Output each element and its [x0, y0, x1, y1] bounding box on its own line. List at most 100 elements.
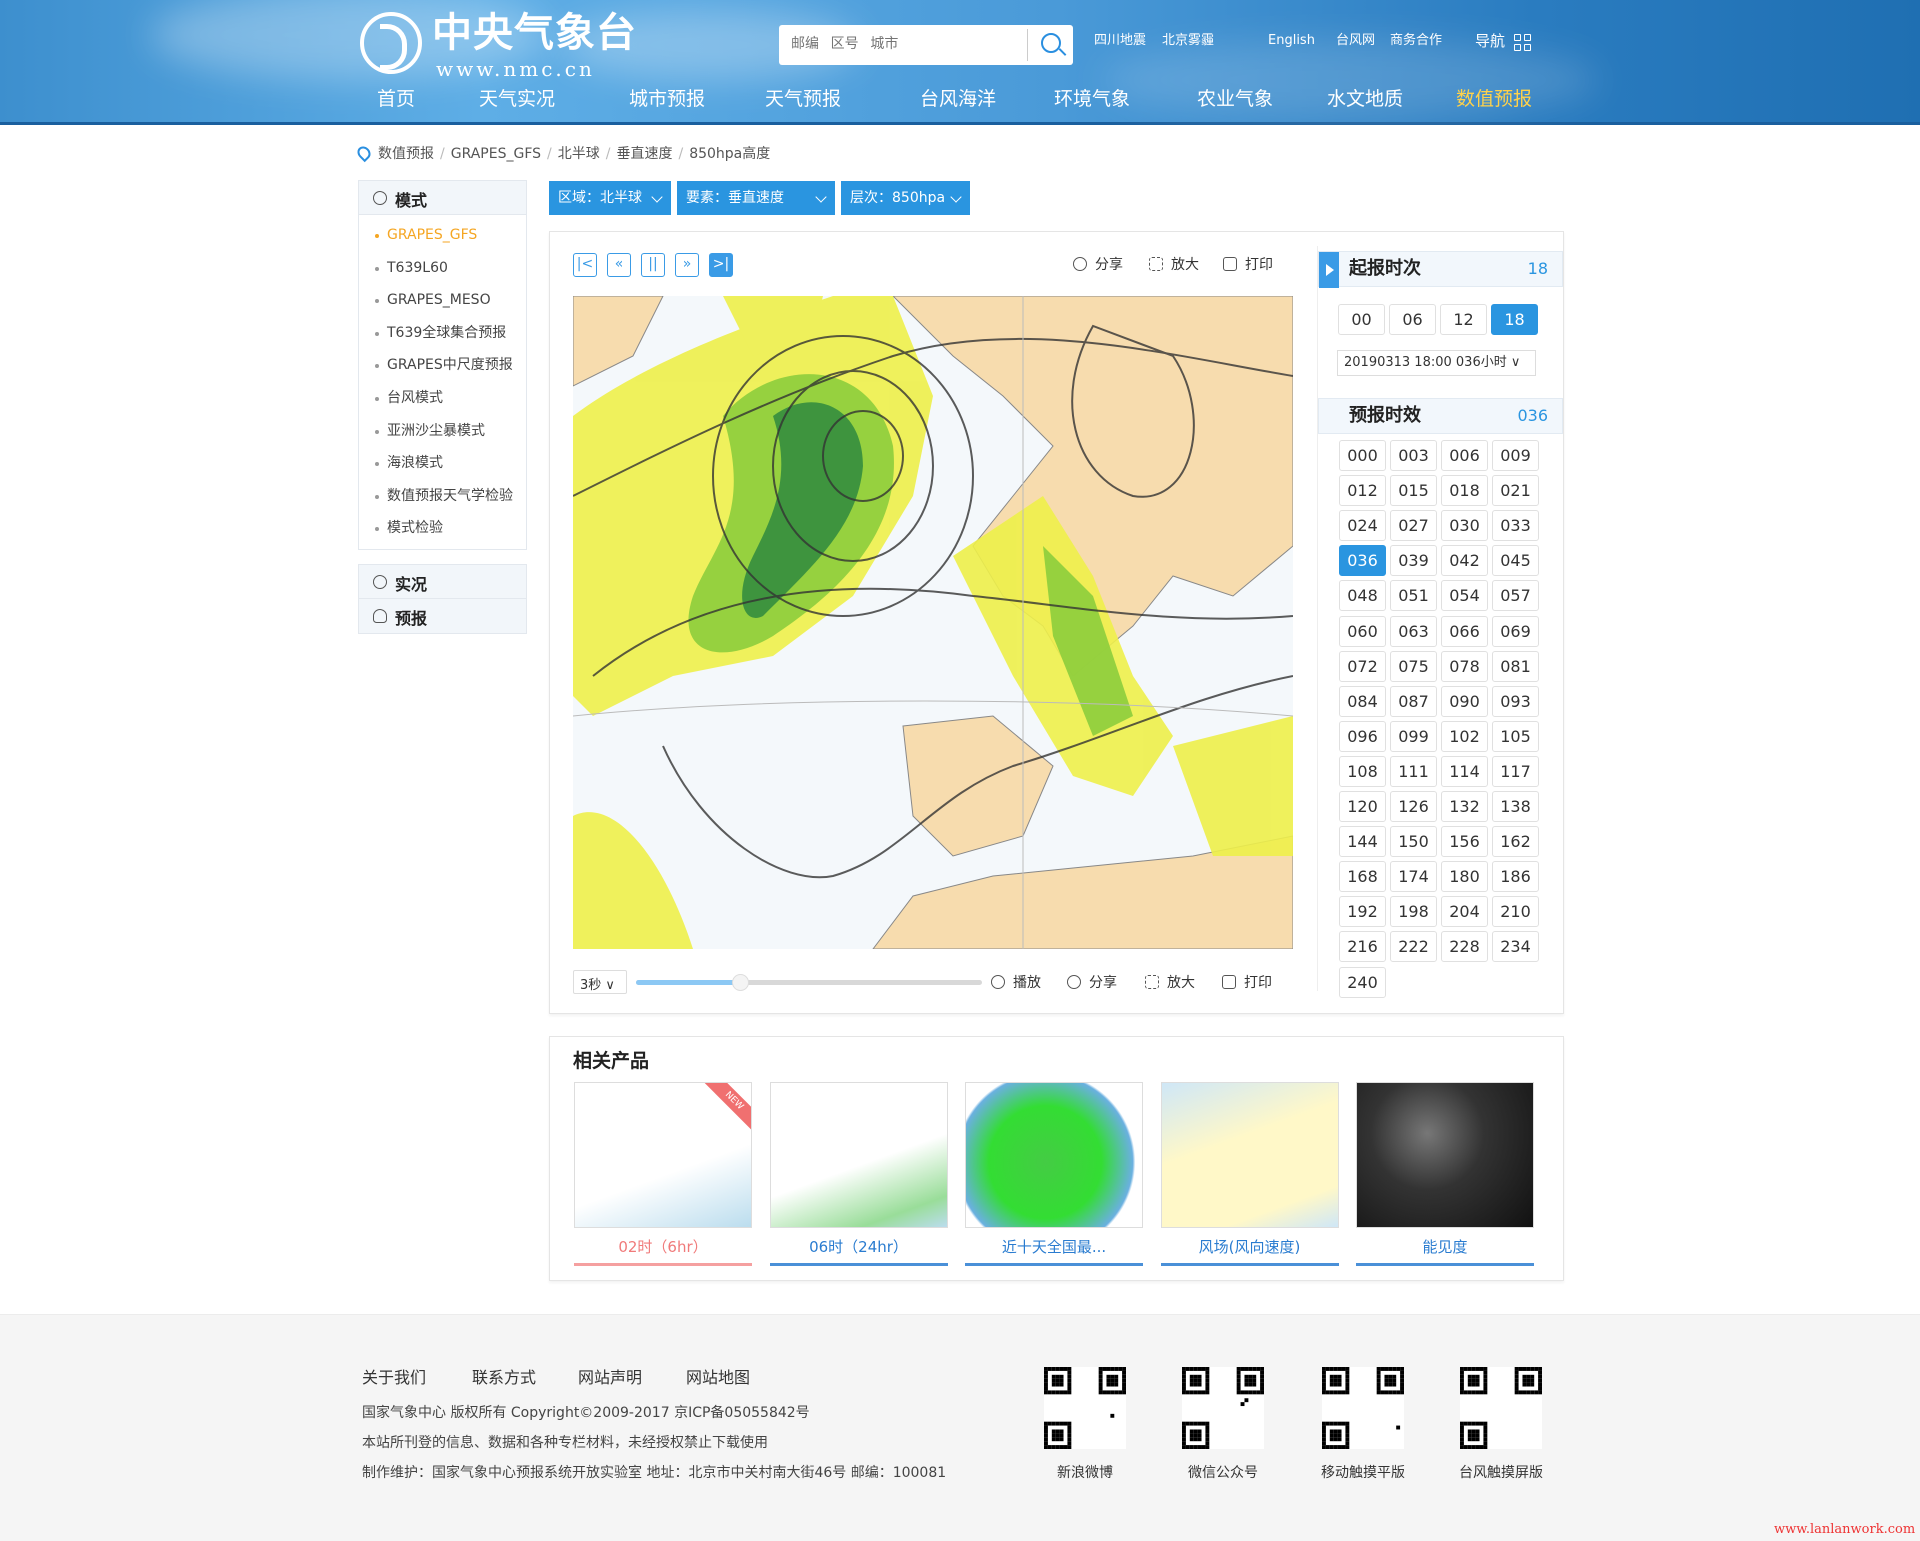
prev-button[interactable]: «	[607, 253, 631, 277]
forecast-hour-button[interactable]: 180	[1441, 861, 1488, 893]
forecast-hour-button[interactable]: 132	[1441, 791, 1488, 822]
forecast-hour-button[interactable]: 039	[1390, 545, 1437, 577]
forecast-hour-button[interactable]: 066	[1441, 615, 1488, 647]
progress-slider[interactable]	[636, 974, 982, 991]
forecast-hour-button[interactable]: 027	[1390, 510, 1437, 542]
search-input[interactable]	[791, 35, 1021, 51]
forecast-hour-button[interactable]: 222	[1390, 931, 1437, 963]
forecast-hour-button[interactable]: 108	[1339, 755, 1386, 787]
forecast-hour-button[interactable]: 192	[1339, 896, 1386, 928]
forecast-hour-button[interactable]: 186	[1492, 861, 1539, 893]
forecast-hour-button[interactable]: 162	[1492, 826, 1539, 858]
forecast-hour-button[interactable]: 174	[1390, 861, 1437, 893]
nav-home[interactable]: 首页	[377, 88, 416, 110]
speed-select[interactable]: 3秒 ∨	[573, 970, 627, 994]
sidebar-obs[interactable]: 实况	[359, 565, 526, 599]
product-thumbnail[interactable]	[1160, 1082, 1339, 1228]
init-hour-button[interactable]: 00	[1338, 304, 1385, 335]
print-button-bottom[interactable]: 打印	[1222, 974, 1272, 992]
forecast-hour-button[interactable]: 093	[1492, 685, 1539, 717]
footer-link-sitemap[interactable]: 网站地图	[686, 1368, 751, 1387]
forecast-hour-button[interactable]: 228	[1441, 931, 1488, 963]
nav-agriculture[interactable]: 农业气象	[1197, 88, 1274, 110]
init-hour-button[interactable]: 18	[1491, 304, 1538, 335]
forecast-hour-button[interactable]: 111	[1390, 755, 1437, 787]
forecast-hour-button[interactable]: 216	[1339, 931, 1386, 963]
forecast-hour-button[interactable]: 015	[1390, 475, 1437, 507]
last-frame-button[interactable]: >|	[709, 253, 733, 277]
product-label[interactable]: 风场(风向速度)	[1160, 1236, 1339, 1266]
sidebar-item-model[interactable]: T639L60	[359, 252, 526, 285]
init-hour-button[interactable]: 12	[1440, 304, 1487, 335]
forecast-hour-button[interactable]: 069	[1492, 615, 1539, 647]
level-select[interactable]: 层次：850hpa	[841, 181, 970, 215]
forecast-hour-button[interactable]: 102	[1441, 720, 1488, 752]
related-product-card[interactable]: 近十天全国最...	[965, 1082, 1143, 1266]
breadcrumb-item[interactable]: GRAPES_GFS	[450, 146, 542, 162]
nav-menu-label[interactable]: 导航	[1475, 32, 1506, 50]
zoom-button-bottom[interactable]: 放大	[1145, 974, 1195, 992]
forecast-hour-button[interactable]: 024	[1339, 510, 1386, 542]
forecast-map[interactable]	[573, 296, 1293, 949]
sidebar-item-model[interactable]: GRAPES_GFS	[359, 219, 526, 252]
slider-handle[interactable]	[731, 974, 749, 991]
footer-link-contact[interactable]: 联系方式	[472, 1368, 537, 1387]
forecast-hour-button[interactable]: 120	[1339, 791, 1386, 822]
related-product-card[interactable]: 风场(风向速度)	[1160, 1082, 1339, 1266]
nav-weather-forecast[interactable]: 天气预报	[765, 88, 842, 110]
print-button[interactable]: 打印	[1223, 256, 1273, 274]
forecast-hour-button[interactable]: 000	[1339, 440, 1386, 471]
sidebar-item-model[interactable]: 亚洲沙尘暴模式	[359, 415, 526, 448]
sidebar-item-model[interactable]: 数值预报天气学检验	[359, 480, 526, 513]
nav-typhoon-ocean[interactable]: 台风海洋	[920, 88, 997, 110]
product-label[interactable]: 02时（6hr）	[574, 1236, 752, 1266]
link-typhoon[interactable]: 台风网	[1336, 33, 1376, 48]
sidebar-item-model[interactable]: T639全球集合预报	[359, 317, 526, 350]
init-hour-button[interactable]: 06	[1389, 304, 1436, 335]
grid-icon[interactable]	[1514, 34, 1532, 52]
forecast-hour-button[interactable]: 072	[1339, 650, 1386, 682]
nav-city-forecast[interactable]: 城市预报	[629, 88, 706, 110]
forecast-hour-button[interactable]: 003	[1390, 440, 1437, 471]
breadcrumb-item[interactable]: 数值预报	[378, 146, 434, 162]
hot-link-earthquake[interactable]: 四川地震	[1094, 33, 1147, 48]
forecast-hour-button[interactable]: 144	[1339, 826, 1386, 858]
logo-title[interactable]: 中央气象台	[432, 10, 637, 56]
forecast-hour-button[interactable]: 168	[1339, 861, 1386, 893]
forecast-hour-button[interactable]: 114	[1441, 755, 1488, 787]
product-thumbnail[interactable]	[1356, 1082, 1534, 1228]
product-thumbnail[interactable]	[965, 1082, 1143, 1228]
forecast-hour-button[interactable]: 006	[1441, 440, 1488, 471]
nav-environment[interactable]: 环境气象	[1054, 88, 1131, 110]
product-thumbnail[interactable]: NEW	[574, 1082, 752, 1228]
footer-link-sitemap-statement[interactable]: 网站声明	[578, 1368, 643, 1387]
forecast-hour-button[interactable]: 048	[1339, 580, 1386, 612]
forecast-hour-button[interactable]: 063	[1390, 615, 1437, 647]
forecast-hour-button[interactable]: 117	[1492, 755, 1539, 787]
forecast-hour-button[interactable]: 210	[1492, 896, 1539, 928]
forecast-hour-button[interactable]: 057	[1492, 580, 1539, 612]
forecast-hour-button[interactable]: 060	[1339, 615, 1386, 647]
next-button[interactable]: »	[675, 253, 699, 277]
forecast-hour-button[interactable]: 021	[1492, 475, 1539, 507]
forecast-hour-button[interactable]: 138	[1492, 791, 1539, 822]
forecast-hour-button[interactable]: 051	[1390, 580, 1437, 612]
sidebar-item-model[interactable]: GRAPES中尺度预报	[359, 349, 526, 382]
nav-observation[interactable]: 天气实况	[479, 88, 556, 110]
sidebar-item-model[interactable]: 模式检验	[359, 512, 526, 545]
sidebar-forecast[interactable]: 预报	[359, 599, 526, 633]
breadcrumb-item[interactable]: 北半球	[557, 146, 600, 162]
forecast-hour-button[interactable]: 042	[1441, 545, 1488, 577]
region-select[interactable]: 区域：北半球	[549, 181, 671, 215]
forecast-hour-button[interactable]: 087	[1390, 685, 1437, 717]
product-label[interactable]: 06时（24hr）	[769, 1236, 948, 1266]
init-datetime-select[interactable]: 20190313 18:00 036小时 ∨	[1337, 350, 1536, 376]
forecast-hour-button[interactable]: 096	[1339, 720, 1386, 752]
sidebar-header[interactable]: 模式	[359, 181, 526, 215]
nav-hydrology[interactable]: 水文地质	[1327, 88, 1404, 110]
play-button[interactable]: 播放	[991, 974, 1041, 992]
sidebar-item-model[interactable]: GRAPES_MESO	[359, 284, 526, 317]
nav-nwp[interactable]: 数值预报	[1456, 88, 1533, 110]
related-product-card[interactable]: NEW 02时（6hr）	[574, 1082, 752, 1266]
product-label[interactable]: 近十天全国最...	[965, 1236, 1143, 1266]
